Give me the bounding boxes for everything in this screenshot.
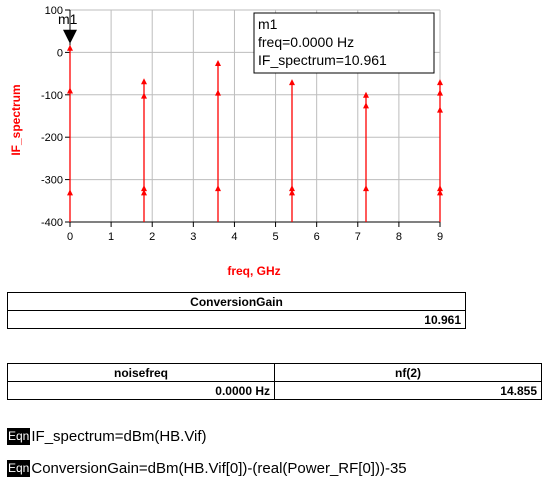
y-tick-label: 0 <box>57 47 63 59</box>
equation-if-spectrum[interactable]: Eqn IF_spectrum=dBm(HB.Vif) <box>7 428 207 445</box>
conversion-gain-header: ConversionGain <box>7 292 466 311</box>
y-tick-label: 100 <box>45 5 63 17</box>
marker-box-frame <box>253 12 435 74</box>
data-point <box>363 102 369 109</box>
marker-arrow-icon <box>63 29 77 44</box>
eqn-badge: Eqn <box>7 428 31 445</box>
data-point <box>141 78 147 85</box>
marker-label: m1 <box>58 11 78 27</box>
data-point <box>363 185 369 192</box>
marker-readout-line: IF_spectrum=10.961 <box>258 52 387 68</box>
x-tick-label: 6 <box>314 231 320 243</box>
marker-readout-box: m1 freq=0.0000 Hz IF_spectrum=10.961 <box>253 12 435 74</box>
equation-conversion-gain[interactable]: Eqn ConversionGain=dBm(HB.Vif[0])-(real(… <box>7 460 407 477</box>
conversion-gain-value: 10.961 <box>7 310 466 329</box>
noisefreq-value: 0.0000 Hz <box>7 381 275 400</box>
data-point <box>67 44 73 51</box>
data-point <box>437 189 443 196</box>
data-point <box>437 89 443 96</box>
x-tick-label: 1 <box>108 231 114 243</box>
data-point <box>437 79 443 86</box>
data-point <box>289 79 295 86</box>
data-point <box>141 189 147 196</box>
data-point <box>289 185 295 192</box>
eqn-badge: Eqn <box>7 460 31 477</box>
equation-text: ConversionGain=dBm(HB.Vif[0])-(real(Powe… <box>31 460 407 477</box>
data-point <box>215 89 221 96</box>
x-axis-label: freq, GHz <box>227 264 280 278</box>
x-tick-label: 5 <box>272 231 278 243</box>
noise-table: noisefreq nf(2) 0.0000 Hz 14.855 <box>7 363 542 400</box>
data-point <box>437 106 443 113</box>
if-spectrum-chart: 0 1 2 3 4 5 6 7 8 9 100 0 -100 -200 -300 -400 freq, GH… <box>9 5 443 278</box>
data-point <box>215 60 221 66</box>
conversion-gain-table: ConversionGain 10.961 <box>7 292 466 329</box>
data-point <box>437 185 443 192</box>
marker-readout-line: freq=0.0000 Hz <box>258 34 354 50</box>
data-stems <box>67 44 443 222</box>
y-tick-label: -400 <box>41 217 63 229</box>
nf2-header: nf(2) <box>274 363 542 382</box>
x-tick-label: 4 <box>231 231 237 243</box>
x-tick-label: 0 <box>67 231 73 243</box>
data-point <box>67 189 73 196</box>
data-point <box>363 91 369 98</box>
data-point <box>67 87 73 94</box>
data-point <box>289 189 295 196</box>
noisefreq-header: noisefreq <box>7 363 275 382</box>
y-tick-label: -300 <box>41 175 63 187</box>
y-axis-label: IF_spectrum <box>9 84 23 155</box>
x-tick-label: 7 <box>355 231 361 243</box>
marker-m1[interactable]: m1 <box>58 11 78 44</box>
x-tick-labels: 0 1 2 3 4 5 6 7 8 9 <box>67 231 443 243</box>
y-tick-label: -200 <box>41 132 63 144</box>
x-tick-label: 9 <box>437 231 443 243</box>
data-point <box>141 92 147 99</box>
data-point <box>141 185 147 192</box>
x-tick-label: 8 <box>396 231 402 243</box>
y-tick-labels: 100 0 -100 -200 -300 -400 <box>41 5 63 229</box>
data-point <box>215 185 221 192</box>
nf2-value: 14.855 <box>274 381 542 400</box>
y-tick-label: -100 <box>41 90 63 102</box>
marker-readout-line: m1 <box>258 16 278 32</box>
x-tick-label: 2 <box>149 231 155 243</box>
equation-text: IF_spectrum=dBm(HB.Vif) <box>31 428 207 445</box>
x-tick-label: 3 <box>190 231 196 243</box>
